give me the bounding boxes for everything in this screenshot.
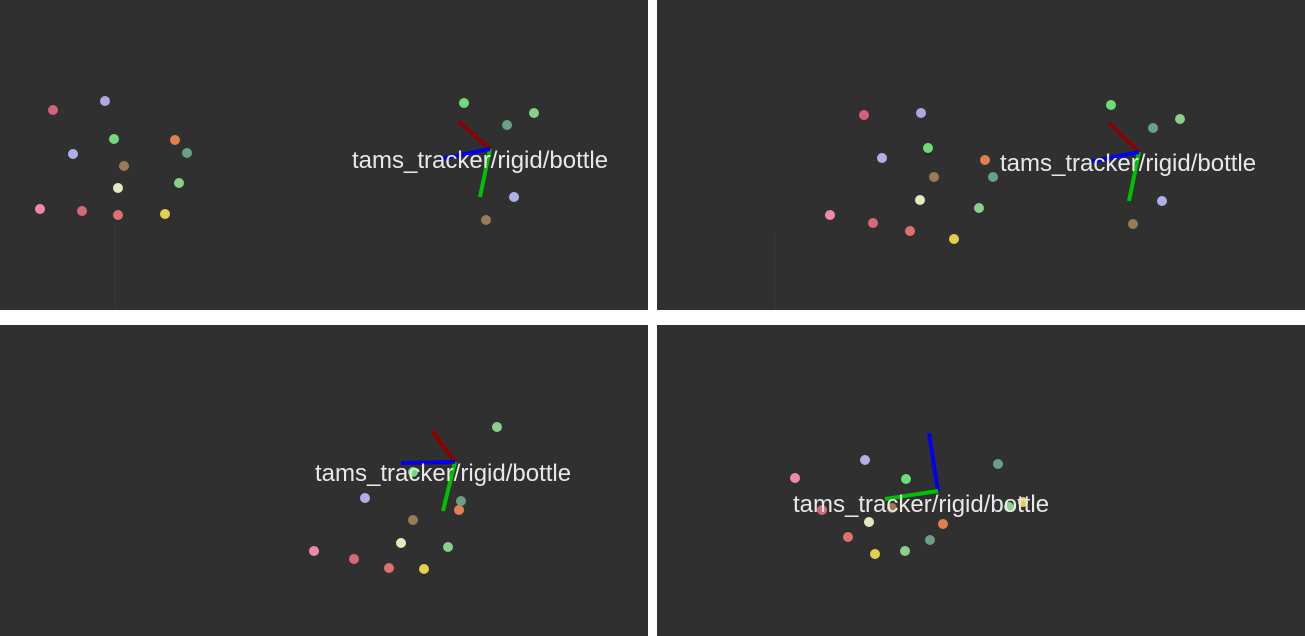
marker — [408, 515, 418, 525]
marker — [900, 546, 910, 556]
viewport-bottom-right[interactable]: tams_tracker/rigid/bottle — [657, 325, 1305, 636]
frame-label: tams_tracker/rigid/bottle — [315, 460, 571, 487]
marker — [864, 517, 874, 527]
marker — [419, 564, 429, 574]
marker — [309, 546, 319, 556]
frame-label: tams_tracker/rigid/bottle — [793, 491, 1049, 518]
marker — [384, 563, 394, 573]
marker — [160, 209, 170, 219]
marker — [170, 135, 180, 145]
marker — [408, 467, 418, 477]
scene-canvas-top-right: tams_tracker/rigid/bottle — [774, 100, 1256, 310]
marker — [1175, 114, 1185, 124]
marker — [396, 538, 406, 548]
marker — [502, 120, 512, 130]
marker — [77, 206, 87, 216]
viewport-top-left[interactable]: tams_tracker/rigid/bottle — [0, 0, 648, 310]
marker — [529, 108, 539, 118]
marker — [877, 153, 887, 163]
marker — [509, 192, 519, 202]
marker — [929, 172, 939, 182]
marker — [1157, 196, 1167, 206]
marker — [949, 234, 959, 244]
marker — [459, 98, 469, 108]
marker — [993, 459, 1003, 469]
marker — [48, 105, 58, 115]
marker — [843, 532, 853, 542]
marker — [492, 422, 502, 432]
marker — [859, 110, 869, 120]
z-axis-icon — [927, 432, 940, 492]
marker — [938, 519, 948, 529]
marker — [454, 505, 464, 515]
marker — [868, 218, 878, 228]
marker — [349, 554, 359, 564]
marker — [817, 505, 827, 515]
y-axis-icon — [478, 148, 492, 198]
marker — [825, 210, 835, 220]
marker — [68, 149, 78, 159]
marker — [1004, 502, 1014, 512]
marker — [905, 226, 915, 236]
marker — [443, 542, 453, 552]
marker — [35, 204, 45, 214]
marker — [113, 210, 123, 220]
marker — [360, 493, 370, 503]
marker — [923, 143, 933, 153]
marker — [119, 161, 129, 171]
frame-label: tams_tracker/rigid/bottle — [1000, 150, 1256, 177]
frame-label: tams_tracker/rigid/bottle — [352, 147, 608, 174]
y-axis-icon — [1127, 151, 1141, 202]
marker — [925, 535, 935, 545]
marker — [100, 96, 110, 106]
marker — [1148, 123, 1158, 133]
marker — [481, 215, 491, 225]
marker — [1018, 497, 1028, 507]
marker — [915, 195, 925, 205]
z-axis-icon — [1088, 150, 1140, 164]
viewport-bottom-left[interactable]: tams_tracker/rigid/bottle — [0, 325, 648, 636]
scene-canvas-bottom-left: tams_tracker/rigid/bottle — [309, 422, 571, 574]
marker — [860, 455, 870, 465]
marker — [916, 108, 926, 118]
marker — [182, 148, 192, 158]
marker — [174, 178, 184, 188]
marker — [456, 496, 466, 506]
x-axis-icon — [430, 429, 457, 464]
y-axis-icon — [884, 489, 939, 501]
marker — [1128, 219, 1138, 229]
marker — [1106, 100, 1116, 110]
marker — [113, 183, 123, 193]
marker — [980, 155, 990, 165]
viewport-top-right[interactable]: tams_tracker/rigid/bottle — [657, 0, 1305, 310]
x-axis-icon — [456, 119, 492, 151]
scene-canvas-bottom-right: tams_tracker/rigid/bottle — [790, 432, 1049, 559]
marker — [870, 549, 880, 559]
x-axis-icon — [1107, 121, 1141, 154]
marker — [887, 503, 897, 513]
marker — [109, 134, 119, 144]
marker — [974, 203, 984, 213]
marker — [790, 473, 800, 483]
marker — [901, 474, 911, 484]
y-axis-icon — [441, 461, 457, 512]
marker — [988, 172, 998, 182]
scene-canvas-top-left: tams_tracker/rigid/bottle — [35, 96, 608, 310]
z-axis-icon — [439, 147, 491, 161]
z-axis-icon — [400, 460, 456, 465]
